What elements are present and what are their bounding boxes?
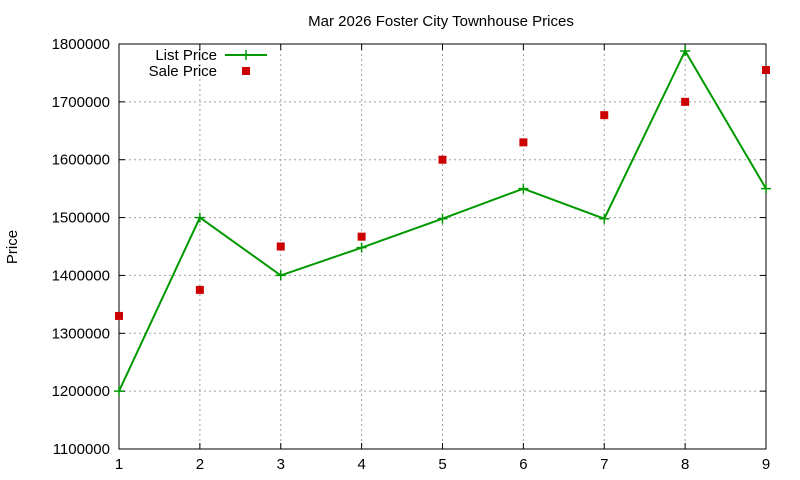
x-tick-label: 8: [681, 456, 689, 473]
sale-price-point: [115, 311, 123, 320]
x-tick-label: 4: [357, 456, 365, 473]
y-tick-label: 1800000: [52, 36, 110, 53]
y-tick-label: 1700000: [52, 94, 110, 111]
x-tick-labels: 1 2 3 4 5 6 7 8 9: [115, 456, 770, 473]
plot-frame: [118, 43, 767, 450]
y-tick-label: 1400000: [52, 267, 110, 284]
chart-title: Mar 2026 Foster City Townhouse Prices: [308, 13, 574, 30]
y-tick-label: 1300000: [52, 325, 110, 342]
list-price-point: [599, 213, 610, 224]
series: [114, 45, 771, 397]
legend-square-marker: [242, 67, 250, 75]
list-price-point: [275, 270, 286, 281]
x-tick-label: 1: [115, 456, 123, 473]
x-tick-label: 2: [196, 456, 204, 473]
sale-price-point: [438, 155, 447, 164]
sale-price-point: [357, 232, 366, 241]
list-price-point: [437, 213, 448, 224]
y-tick-label: 1100000: [53, 441, 110, 458]
list-price-point: [194, 212, 205, 223]
x-tick-label: 9: [762, 456, 770, 473]
sale-price-point: [600, 111, 609, 120]
sale-price-point: [681, 97, 690, 106]
legend-label: Sale Price: [149, 63, 217, 80]
legend-label: List Price: [155, 47, 217, 64]
y-tick-label: 1500000: [52, 210, 110, 227]
list-price-series: [114, 45, 771, 397]
sale-price-point: [195, 285, 204, 294]
y-tick-labels: 1100000 1200000 1300000 1400000 1500000 16000…: [52, 36, 110, 458]
sale-price-point: [519, 138, 528, 147]
sale-price-point: [276, 242, 285, 251]
y-axis-label: Price: [4, 230, 21, 264]
y-tick-label: 1200000: [52, 383, 110, 400]
x-tick-label: 7: [600, 456, 608, 473]
sale-price-point: [762, 66, 770, 75]
grid: [119, 44, 766, 449]
y-tick-label: 1600000: [52, 152, 110, 169]
legend-plus-marker: [241, 50, 251, 60]
list-price-point: [114, 386, 124, 397]
list-price-point: [356, 242, 367, 253]
x-tick-label: 5: [438, 456, 446, 473]
list-price-point: [680, 45, 691, 56]
x-tick-label: 6: [519, 456, 527, 473]
list-price-point: [761, 183, 771, 194]
list-price-point: [518, 183, 529, 194]
x-tick-label: 3: [277, 456, 285, 473]
sale-price-series: [115, 66, 770, 320]
